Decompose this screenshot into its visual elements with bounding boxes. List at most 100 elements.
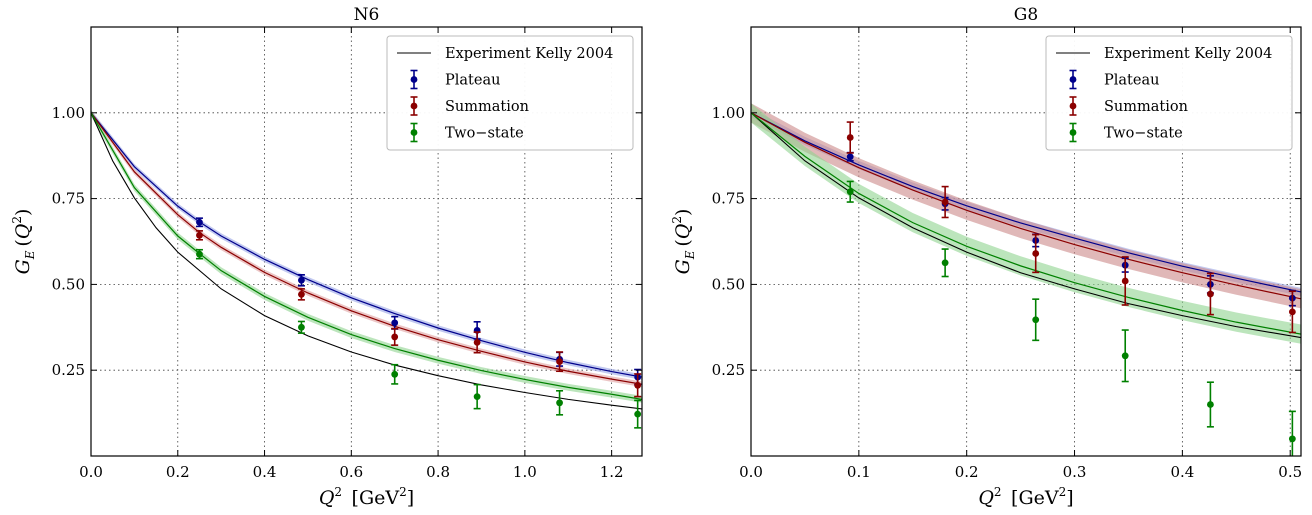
y-tick-label: 0.50 bbox=[52, 275, 85, 293]
x-axis-label-unit: [GeV bbox=[1002, 487, 1059, 509]
marker bbox=[846, 134, 854, 141]
marker bbox=[1032, 250, 1040, 257]
marker bbox=[846, 153, 854, 161]
legend-marker bbox=[1069, 76, 1077, 83]
marker bbox=[941, 259, 949, 267]
chart-title: N6 bbox=[354, 5, 380, 25]
y-tick-label: 0.75 bbox=[52, 190, 85, 208]
data-point bbox=[941, 185, 949, 219]
marker bbox=[556, 399, 563, 407]
marker bbox=[473, 393, 481, 401]
x-tick-label: 0.2 bbox=[166, 463, 190, 481]
y-tick-label: 0.75 bbox=[712, 190, 745, 208]
x-tick-label: 1.0 bbox=[513, 463, 537, 481]
data-point bbox=[473, 331, 481, 354]
x-axis-label-sup: 2 bbox=[1059, 485, 1067, 499]
x-tick-label: 0.3 bbox=[1063, 463, 1087, 481]
y-axis-label-sup: 2 bbox=[670, 216, 684, 224]
marker bbox=[634, 381, 642, 389]
legend-marker bbox=[410, 102, 418, 110]
y-axis-label-var: Q bbox=[12, 224, 34, 240]
data-point bbox=[1121, 256, 1129, 306]
marker bbox=[391, 319, 399, 327]
data-point bbox=[1206, 381, 1214, 428]
data-point bbox=[941, 248, 949, 278]
marker bbox=[1207, 401, 1214, 408]
y-axis-label-close: ) bbox=[12, 209, 34, 216]
legend-marker bbox=[410, 129, 418, 136]
data-point bbox=[846, 121, 854, 154]
x-axis-label-var: Q bbox=[319, 487, 335, 509]
y-axis-label-var: G bbox=[12, 259, 34, 274]
fit-curve bbox=[91, 112, 642, 378]
fit-curve bbox=[91, 112, 642, 400]
marker bbox=[391, 370, 399, 378]
x-tick-label: 0.0 bbox=[739, 463, 763, 481]
chart-title: G8 bbox=[1014, 5, 1038, 25]
data-point bbox=[297, 320, 305, 334]
experiment-curve bbox=[91, 112, 642, 410]
x-tick-label: 0.1 bbox=[847, 463, 871, 481]
data-point bbox=[195, 230, 203, 241]
legend-box bbox=[386, 35, 634, 151]
data-point bbox=[297, 273, 305, 287]
legend-label: Two−state bbox=[445, 126, 524, 142]
marker bbox=[391, 333, 399, 341]
data-point bbox=[391, 327, 399, 346]
marker bbox=[1207, 290, 1214, 298]
y-axis-label-sub: E bbox=[23, 250, 37, 260]
marker bbox=[298, 276, 305, 284]
error-band bbox=[751, 103, 1301, 309]
y-axis-label: GE (Q2) bbox=[670, 209, 697, 275]
fit-curve bbox=[751, 112, 1301, 293]
data-point bbox=[297, 288, 305, 301]
marker bbox=[298, 290, 305, 298]
data-point bbox=[1032, 298, 1040, 342]
x-tick-label: 1.2 bbox=[600, 463, 624, 481]
x-axis-label-sup: 2 bbox=[994, 485, 1002, 499]
data-point bbox=[1032, 233, 1040, 274]
x-tick-label: 0.8 bbox=[426, 463, 450, 481]
marker bbox=[1288, 435, 1296, 443]
data-point bbox=[556, 389, 564, 416]
marker bbox=[1121, 352, 1129, 360]
fit-curve bbox=[751, 112, 1301, 335]
x-tick-label: 0.2 bbox=[955, 463, 979, 481]
y-axis-label-sup: 2 bbox=[10, 216, 24, 224]
marker bbox=[556, 358, 563, 366]
marker bbox=[1288, 308, 1296, 316]
data-point bbox=[846, 180, 854, 203]
y-axis-label-var: G bbox=[672, 259, 694, 274]
legend-marker bbox=[1069, 129, 1077, 136]
legend-label: Summation bbox=[1104, 99, 1188, 115]
marker bbox=[298, 323, 305, 331]
y-tick-label: 0.25 bbox=[712, 361, 745, 379]
marker bbox=[1032, 316, 1040, 324]
plot-frame bbox=[750, 26, 1302, 457]
y-axis-label-var: Q bbox=[672, 224, 694, 240]
data-point bbox=[195, 248, 203, 260]
legend-label: Experiment Kelly 2004 bbox=[445, 46, 613, 62]
y-tick-label: 1.00 bbox=[52, 104, 85, 122]
fit-curve bbox=[91, 112, 642, 385]
x-tick-label: 0.0 bbox=[79, 463, 103, 481]
x-axis-label: Q2 [GeV2] bbox=[978, 485, 1073, 509]
data-point bbox=[391, 363, 399, 385]
marker bbox=[473, 339, 481, 346]
data-point bbox=[634, 399, 642, 429]
error-band bbox=[751, 108, 1301, 297]
x-axis-label-unit: [GeV bbox=[342, 487, 399, 509]
legend-label: Two−state bbox=[1104, 126, 1183, 142]
legend-marker bbox=[410, 76, 418, 83]
x-axis-label-sup: 2 bbox=[399, 485, 407, 499]
y-axis-label: GE (Q2) bbox=[10, 209, 37, 275]
y-tick-label: 0.25 bbox=[52, 361, 85, 379]
x-axis-label-sup: 2 bbox=[334, 485, 342, 499]
legend: Experiment Kelly 2004 Plateau Summation Two… bbox=[1045, 35, 1293, 151]
legend-box bbox=[1045, 35, 1293, 151]
grid bbox=[751, 27, 1301, 456]
marker bbox=[846, 188, 854, 196]
plot-frame bbox=[90, 26, 643, 457]
